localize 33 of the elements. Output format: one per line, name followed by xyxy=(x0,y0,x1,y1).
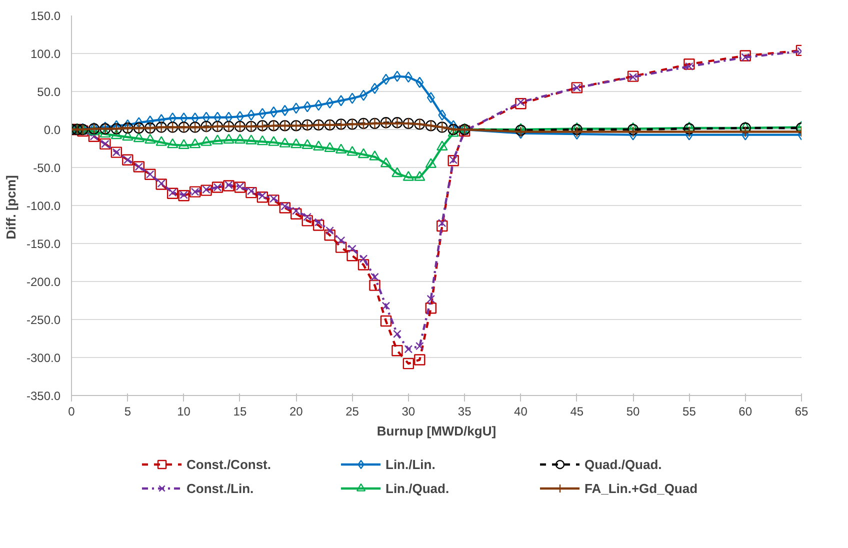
x-tick-label: 50 xyxy=(626,404,640,418)
x-tick-label: 10 xyxy=(177,404,191,418)
y-axis-title: Diff. [pcm] xyxy=(3,175,18,240)
y-tick-label: 50.0 xyxy=(37,85,61,99)
x-tick-label: 0 xyxy=(68,404,76,418)
x-tick-label: 45 xyxy=(570,404,584,418)
x-tick-label: 15 xyxy=(233,404,247,418)
x-tick-label: 5 xyxy=(124,404,132,418)
legend-label: Quad./Quad. xyxy=(584,456,663,472)
y-tick-label: -250.0 xyxy=(26,313,61,327)
y-tick-label: -200.0 xyxy=(26,275,61,289)
x-tick-label: 30 xyxy=(402,404,416,418)
x-tick-label: 55 xyxy=(682,404,696,418)
legend-label: Const./Const. xyxy=(186,456,272,472)
y-tick-label: -300.0 xyxy=(26,351,61,365)
legend-label: FA_Lin.+Gd_Quad xyxy=(584,480,699,496)
legend-label: Lin./Quad. xyxy=(386,480,450,496)
y-tick-label: 150.0 xyxy=(30,9,61,23)
x-tick-label: 40 xyxy=(514,404,528,418)
legend-label: Lin./Lin. xyxy=(386,456,436,472)
y-tick-label: -50.0 xyxy=(33,161,61,175)
y-tick-label: -350.0 xyxy=(26,389,61,403)
x-tick-label: 65 xyxy=(794,404,808,418)
y-tick-label: 0.0 xyxy=(44,123,61,137)
legend-label: Const./Lin. xyxy=(186,480,255,496)
y-tick-label: -100.0 xyxy=(26,199,61,213)
x-tick-label: 20 xyxy=(289,404,304,418)
x-tick-label: 60 xyxy=(738,404,752,418)
y-tick-label: -150.0 xyxy=(26,237,61,251)
x-axis-title: Burnup [MWD/kgU] xyxy=(376,424,496,438)
x-tick-label: 25 xyxy=(346,404,360,418)
x-tick-label: 35 xyxy=(458,404,472,418)
y-tick-label: 100.0 xyxy=(30,47,61,61)
